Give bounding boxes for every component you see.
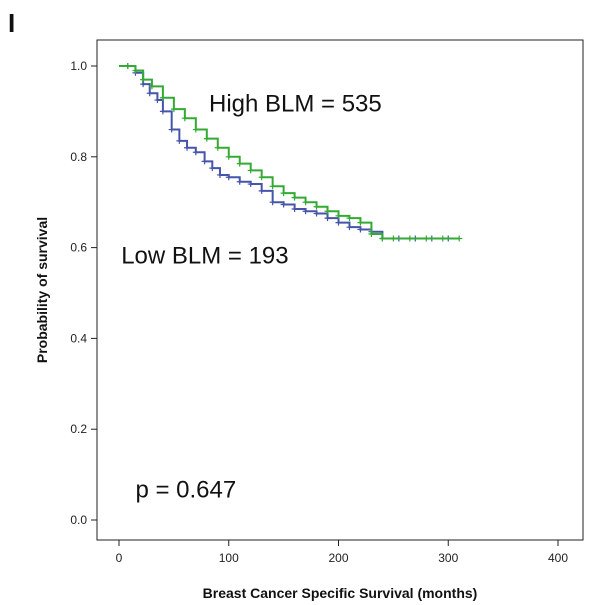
censor-mark [357, 226, 364, 233]
censor-mark [406, 235, 413, 242]
censor-mark [280, 190, 287, 197]
y-tick-label: 1.0 [70, 59, 87, 73]
x-tick-label: 100 [219, 551, 239, 565]
censor-mark [225, 174, 232, 181]
censor-mark [439, 235, 446, 242]
censor-mark [225, 153, 232, 160]
censor-mark [302, 208, 309, 215]
censor-mark [247, 167, 254, 174]
censor-mark [176, 137, 183, 144]
x-axis: 0 100 200 300 400 [116, 540, 568, 565]
censor-mark [184, 144, 191, 151]
censor-mark [236, 160, 243, 167]
censor-mark [201, 158, 208, 165]
censor-mark [335, 212, 342, 219]
x-tick-label: 0 [116, 551, 123, 565]
censor-mark [291, 194, 298, 201]
x-tick-label: 200 [328, 551, 348, 565]
censor-mark [170, 106, 177, 113]
censor-mark [216, 171, 223, 178]
plot-frame [96, 39, 584, 541]
censor-mark [423, 235, 430, 242]
censor-mark [258, 187, 265, 194]
censor-mark [159, 94, 166, 101]
annotation-3: p = 0.647 [135, 476, 236, 503]
y-axis: 0.0 0.2 0.4 0.6 0.8 1.0 [70, 59, 97, 527]
censor-mark [456, 235, 463, 242]
y-axis-title: Probability of survival [34, 217, 50, 363]
censor-mark [269, 183, 276, 190]
censor-mark [181, 115, 188, 122]
censor-mark [209, 165, 216, 172]
y-tick-label: 0.0 [70, 513, 87, 527]
censor-mark [313, 203, 320, 210]
censor-mark [346, 215, 353, 222]
censor-mark [214, 144, 221, 151]
censor-mark [192, 126, 199, 133]
censor-mark [280, 201, 287, 208]
censor-mark [124, 63, 131, 69]
censor-mark [324, 215, 331, 222]
censor-mark [168, 126, 175, 133]
censor-mark [390, 235, 397, 242]
panel-label: I [8, 8, 16, 38]
censor-mark [159, 108, 166, 115]
censor-mark [148, 83, 155, 90]
censor-mark [132, 67, 139, 74]
censor-mark [357, 219, 364, 226]
censor-mark [203, 135, 210, 142]
censor-mark [335, 219, 342, 226]
censor-mark [291, 206, 298, 213]
censor-mark [269, 199, 276, 206]
censor-mark [313, 210, 320, 217]
annotation-2: Low BLM = 193 [121, 242, 288, 269]
y-tick-label: 0.8 [70, 150, 87, 164]
y-tick-label: 0.2 [70, 422, 87, 436]
censor-mark [324, 208, 331, 215]
censor-mark [258, 174, 265, 181]
censor-mark [302, 199, 309, 206]
censor-mark [379, 235, 386, 242]
annotation-1: High BLM = 535 [209, 90, 382, 117]
censor-mark [368, 230, 375, 237]
censor-mark [192, 149, 199, 156]
x-tick-label: 300 [438, 551, 458, 565]
y-tick-label: 0.4 [70, 331, 87, 345]
series-2 [119, 63, 463, 242]
censor-mark [236, 178, 243, 185]
censor-mark [247, 181, 254, 188]
y-tick-label: 0.6 [70, 241, 87, 255]
censor-mark [146, 90, 153, 97]
censor-mark [346, 224, 353, 231]
x-axis-title: Breast Cancer Specific Survival (months) [203, 585, 478, 601]
x-tick-label: 400 [548, 551, 568, 565]
series-layer [119, 63, 463, 242]
censor-mark [140, 76, 147, 83]
annotation-layer: High BLM = 535 Low BLM = 193 p = 0.647 [121, 90, 382, 503]
censor-mark [154, 97, 161, 104]
